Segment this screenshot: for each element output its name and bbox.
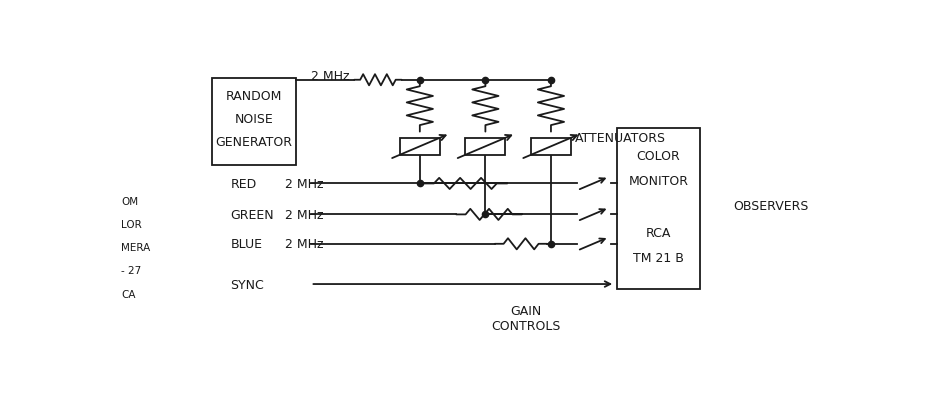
Text: GREEN: GREEN xyxy=(230,209,274,221)
Text: RCA: RCA xyxy=(646,227,671,240)
Text: - 27: - 27 xyxy=(121,266,141,276)
Text: LOR: LOR xyxy=(121,219,142,229)
Text: 2 MHz: 2 MHz xyxy=(285,178,323,190)
Bar xyxy=(465,138,506,156)
Text: OBSERVERS: OBSERVERS xyxy=(733,199,808,212)
Bar xyxy=(531,138,571,156)
Text: MERA: MERA xyxy=(121,243,150,253)
Text: 2 MHz: 2 MHz xyxy=(285,209,323,221)
Text: RED: RED xyxy=(230,178,257,190)
Text: GENERATOR: GENERATOR xyxy=(215,136,292,149)
Text: TM 21 B: TM 21 B xyxy=(633,251,683,265)
Text: 2 MHz: 2 MHz xyxy=(310,69,349,82)
Text: BLUE: BLUE xyxy=(230,238,262,251)
Text: NOISE: NOISE xyxy=(235,113,274,126)
Bar xyxy=(400,138,440,156)
Bar xyxy=(617,128,700,289)
Text: ATTENUATORS: ATTENUATORS xyxy=(575,131,666,144)
Text: GAIN: GAIN xyxy=(509,304,541,317)
Text: RANDOM: RANDOM xyxy=(226,89,282,103)
Text: COLOR: COLOR xyxy=(636,150,681,163)
Bar xyxy=(212,79,296,166)
Text: CONTROLS: CONTROLS xyxy=(491,320,560,332)
Text: OM: OM xyxy=(121,196,138,206)
Text: MONITOR: MONITOR xyxy=(629,174,688,187)
Text: SYNC: SYNC xyxy=(230,278,264,291)
Text: 2 MHz: 2 MHz xyxy=(285,238,323,251)
Text: CA: CA xyxy=(121,289,135,299)
